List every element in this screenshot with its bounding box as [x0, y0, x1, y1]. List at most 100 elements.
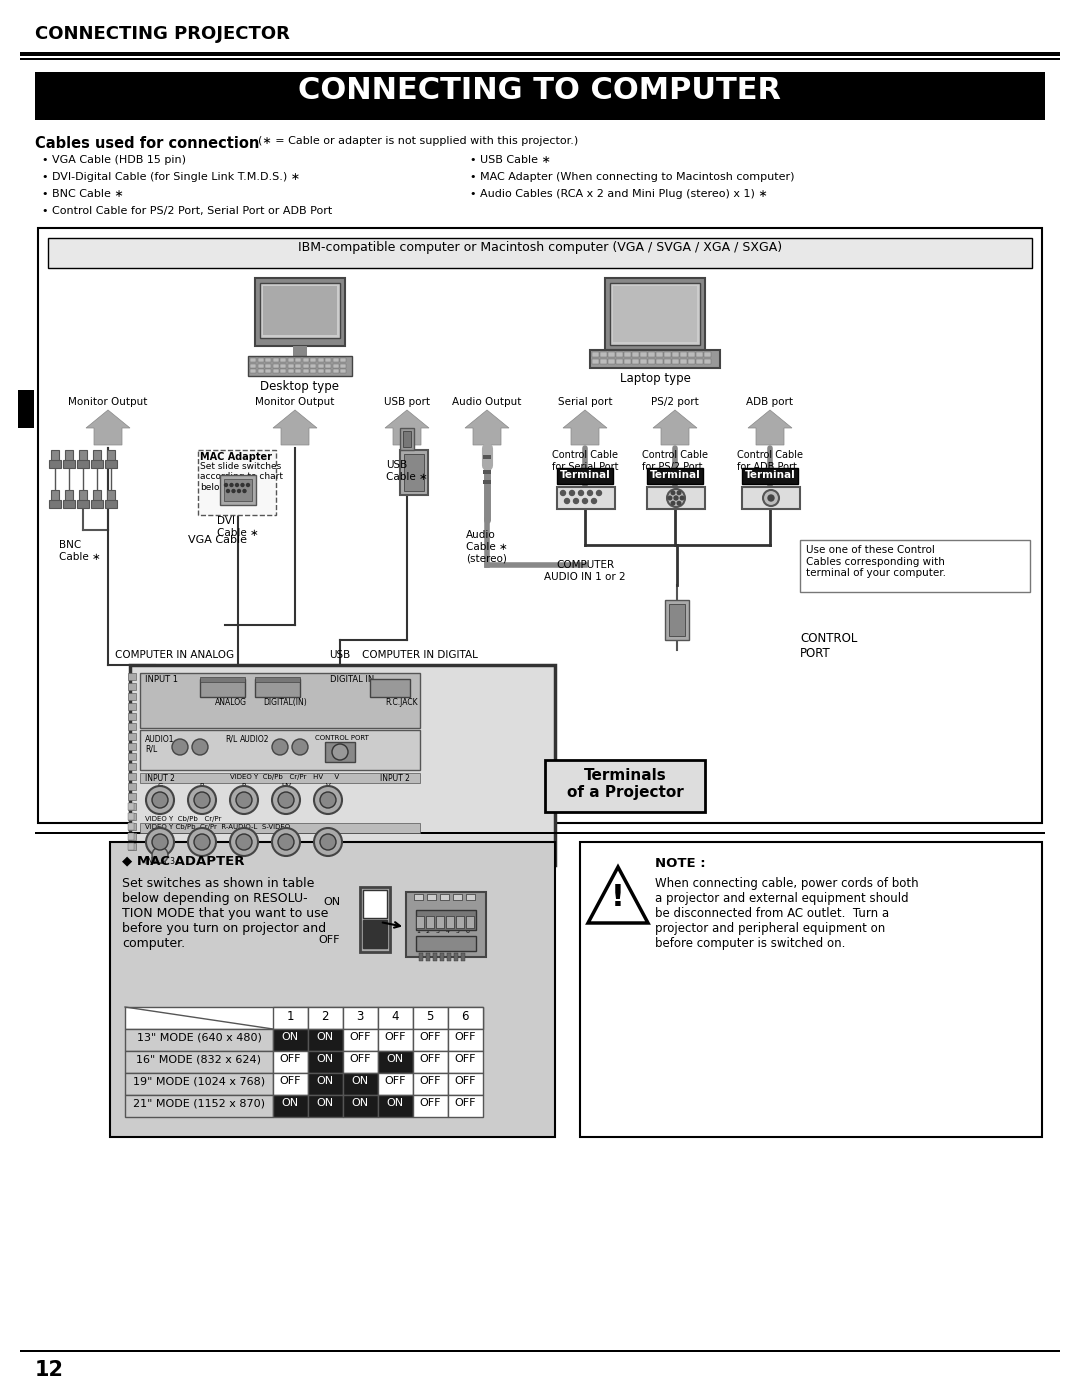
Text: ON: ON — [282, 1098, 298, 1108]
Text: • DVI-Digital Cable (for Single Link T.M.D.S.) ∗: • DVI-Digital Cable (for Single Link T.M… — [42, 172, 300, 182]
Text: • VGA Cable (HDB 15 pin): • VGA Cable (HDB 15 pin) — [42, 155, 186, 165]
Bar — [600, 359, 607, 365]
Bar — [400, 427, 414, 450]
Bar — [378, 1007, 413, 1030]
Circle shape — [588, 490, 593, 496]
Text: NOTE :: NOTE : — [654, 856, 705, 870]
Text: Audio Output: Audio Output — [453, 397, 522, 407]
Bar — [343, 1051, 378, 1073]
Circle shape — [246, 483, 249, 486]
Text: COMPUTER IN DIGITAL: COMPUTER IN DIGITAL — [362, 650, 478, 659]
Circle shape — [768, 495, 774, 502]
Bar — [360, 887, 390, 951]
Bar — [343, 1030, 378, 1051]
Text: USB port: USB port — [384, 397, 430, 407]
Text: 13" MODE (640 x 480): 13" MODE (640 x 480) — [136, 1032, 261, 1042]
Bar — [647, 488, 705, 509]
Bar — [249, 358, 256, 362]
Text: OFF: OFF — [280, 1053, 300, 1065]
Bar — [35, 73, 1045, 120]
Bar — [665, 599, 689, 640]
Bar — [363, 890, 387, 918]
Bar — [129, 803, 136, 810]
Bar — [302, 369, 309, 373]
Text: ON: ON — [316, 1032, 334, 1042]
Bar — [51, 490, 59, 504]
Text: Serial port: Serial port — [557, 397, 612, 407]
Bar — [648, 359, 654, 365]
Bar — [613, 286, 697, 342]
Text: VGA Cable: VGA Cable — [189, 535, 247, 545]
Bar — [400, 450, 428, 495]
Bar — [280, 358, 286, 362]
Bar — [65, 490, 73, 504]
Bar — [130, 665, 555, 865]
Text: Control Cable
for PS/2 Port: Control Cable for PS/2 Port — [642, 450, 708, 472]
Text: 21" MODE (1152 x 870): 21" MODE (1152 x 870) — [133, 1098, 265, 1108]
Bar — [333, 358, 338, 362]
Bar — [378, 1051, 413, 1073]
Bar — [295, 363, 301, 367]
Text: • MAC Adapter (When connecting to Macintosh computer): • MAC Adapter (When connecting to Macint… — [470, 172, 795, 182]
Text: 3: 3 — [436, 929, 440, 935]
Bar — [79, 450, 87, 465]
Bar — [696, 359, 703, 365]
Bar — [220, 475, 256, 504]
Circle shape — [230, 828, 258, 856]
Text: 1: 1 — [416, 929, 420, 935]
Bar — [672, 352, 679, 358]
Bar — [340, 369, 346, 373]
Bar — [680, 352, 687, 358]
Text: • BNC Cable ∗: • BNC Cable ∗ — [42, 189, 124, 198]
Bar — [447, 953, 451, 961]
Bar — [465, 894, 475, 900]
Bar — [483, 469, 491, 474]
Bar — [669, 604, 685, 636]
Text: Desktop type: Desktop type — [260, 380, 339, 393]
Text: COMPUTER
AUDIO IN 1 or 2: COMPUTER AUDIO IN 1 or 2 — [544, 560, 625, 581]
Text: 6: 6 — [467, 929, 470, 935]
Bar — [800, 541, 1030, 592]
Bar — [125, 1051, 273, 1073]
Text: VIDEO Y Cb/Pb  Cr/Pr  R-AUDIO-L  S-VIDEO: VIDEO Y Cb/Pb Cr/Pr R-AUDIO-L S-VIDEO — [145, 824, 291, 830]
Bar — [557, 468, 613, 483]
Circle shape — [194, 834, 210, 849]
Polygon shape — [653, 409, 697, 446]
Circle shape — [561, 490, 566, 496]
Bar — [704, 352, 711, 358]
Bar — [21, 1350, 1059, 1352]
Bar — [272, 369, 279, 373]
Bar — [413, 1030, 448, 1051]
Text: V: V — [326, 782, 330, 789]
Bar — [63, 460, 75, 468]
Text: 1: 1 — [286, 1010, 294, 1023]
Bar — [624, 352, 631, 358]
Circle shape — [314, 787, 342, 814]
Text: OFF: OFF — [455, 1098, 476, 1108]
Bar — [224, 479, 252, 502]
Bar — [742, 468, 798, 483]
Text: Terminals
of a Projector: Terminals of a Projector — [567, 768, 684, 800]
Bar — [333, 363, 338, 367]
Circle shape — [194, 792, 210, 807]
Text: 4: 4 — [446, 929, 450, 935]
Bar — [648, 352, 654, 358]
Bar — [21, 52, 1059, 56]
Bar — [21, 59, 1059, 60]
Bar — [129, 823, 134, 830]
Bar — [129, 743, 136, 750]
Text: VIDEO Y  Cb/Pb   Cr/Pr   HV     V: VIDEO Y Cb/Pb Cr/Pr HV V — [230, 774, 339, 780]
Bar — [616, 359, 623, 365]
Bar — [310, 363, 316, 367]
Bar — [656, 359, 663, 365]
Text: • USB Cable ∗: • USB Cable ∗ — [470, 155, 551, 165]
Text: 5: 5 — [456, 929, 460, 935]
Bar — [318, 369, 324, 373]
Circle shape — [582, 499, 588, 503]
Bar — [310, 369, 316, 373]
Bar — [79, 490, 87, 504]
Bar — [608, 359, 615, 365]
Bar — [343, 1073, 378, 1095]
Text: Laptop type: Laptop type — [620, 372, 690, 386]
Text: • Audio Cables (RCA x 2 and Mini Plug (stereo) x 1) ∗: • Audio Cables (RCA x 2 and Mini Plug (s… — [470, 189, 768, 198]
